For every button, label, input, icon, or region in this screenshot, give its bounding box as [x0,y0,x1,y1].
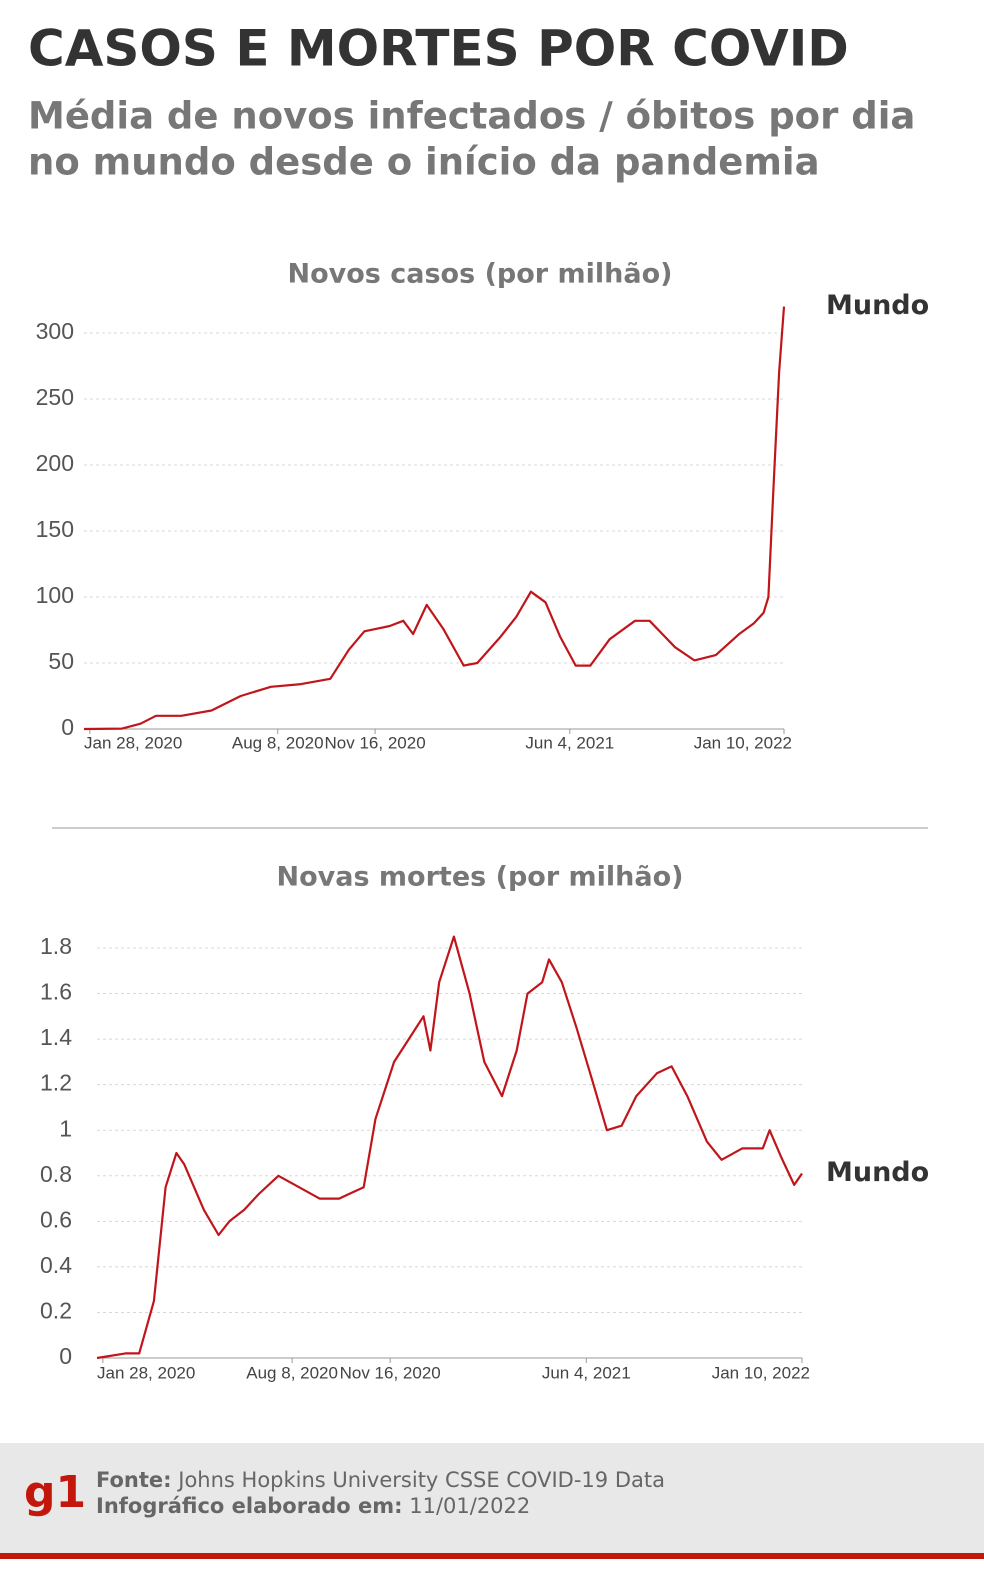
y-tick-label: 1.6 [40,979,72,1005]
y-tick-label: 300 [36,318,74,344]
y-tick-label: 0.6 [40,1206,72,1232]
x-tick-label: Jan 28, 2020 [97,1363,195,1382]
y-tick-label: 200 [36,450,74,476]
x-tick-label: Jun 4, 2021 [525,733,614,752]
date-label: Infográfico elaborado em: [96,1494,403,1518]
y-tick-label: 250 [36,384,74,410]
title: CASOS E MORTES POR COVID [28,20,849,78]
series-line [96,935,803,1360]
source-label: Fonte: [96,1468,172,1492]
x-tick-label: Jun 4, 2021 [542,1363,631,1382]
y-tick-label: 1.8 [40,933,72,959]
logo: g1 [24,1467,86,1518]
series-label: Mundo [826,1157,929,1188]
x-tick-label: Aug 8, 2020 [232,733,324,752]
y-tick-label: 0 [59,1343,72,1369]
x-tick-label: Nov 16, 2020 [340,1363,441,1382]
subtitle: no mundo desde o início da pandemia [28,141,820,184]
x-tick-label: Jan 10, 2022 [712,1363,810,1382]
y-tick-label: 1 [59,1115,72,1141]
date-text: 11/01/2022 [409,1494,530,1518]
y-tick-label: 0 [61,714,74,740]
source-text: Johns Hopkins University CSSE COVID-19 D… [176,1468,665,1492]
y-tick-label: 1.4 [40,1024,72,1050]
x-tick-label: Jan 28, 2020 [84,733,182,752]
y-tick-label: 0.2 [40,1298,72,1324]
chart-title: Novas mortes (por milhão) [276,862,683,893]
y-tick-label: 0.4 [40,1252,72,1278]
y-tick-label: 150 [36,516,74,542]
y-tick-label: 50 [48,648,74,674]
y-tick-label: 1.2 [40,1070,72,1096]
chart-title: Novos casos (por milhão) [288,259,673,290]
x-tick-label: Jan 10, 2022 [694,733,792,752]
footer-bar [0,1553,984,1559]
subtitle: Média de novos infectados / óbitos por d… [28,95,915,138]
date: Infográfico elaborado em: 11/01/2022 [96,1494,530,1518]
footer-bg [0,1443,984,1555]
x-tick-label: Nov 16, 2020 [325,733,426,752]
source: Fonte: Johns Hopkins University CSSE COV… [96,1468,665,1492]
series-label: Mundo [826,290,929,321]
series-line [83,306,786,731]
y-tick-label: 0.8 [40,1161,72,1187]
x-tick-label: Aug 8, 2020 [246,1363,338,1382]
y-tick-label: 100 [36,582,74,608]
